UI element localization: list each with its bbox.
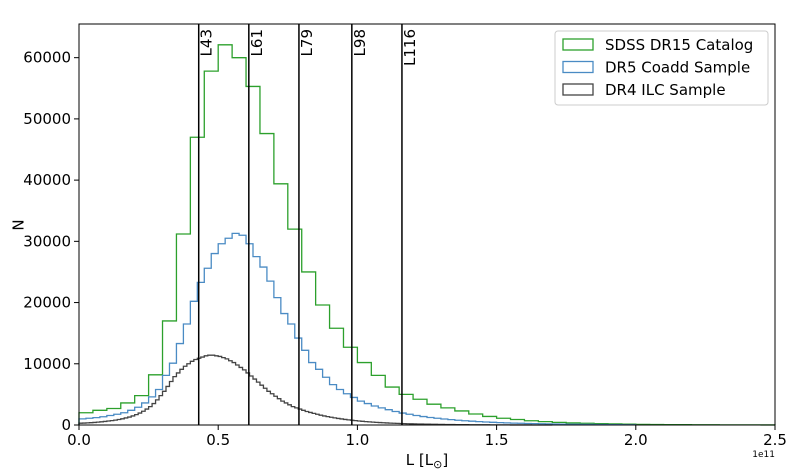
vertical-line-label-l116: L116 [401, 29, 419, 66]
x-tick-label: 2.5 [763, 431, 787, 449]
vertical-line-label-l43: L43 [198, 29, 216, 56]
y-tick-label: 30000 [23, 232, 71, 250]
vertical-line-label-l61: L61 [248, 29, 266, 56]
histogram-series-2 [78, 232, 637, 426]
y-tick-label: 0 [61, 416, 71, 434]
x-axis-title-main: L [L [406, 451, 434, 469]
x-axis-title-close: ] [442, 451, 448, 469]
y-tick-label: 60000 [23, 49, 71, 67]
x-axis-title: L [L⊙] [406, 451, 448, 471]
legend-box [554, 30, 769, 106]
plot-frame [78, 23, 776, 426]
legend-swatch-2 [562, 60, 594, 74]
x-tick-label: 0.0 [67, 431, 91, 449]
x-tick-label: 1.0 [345, 431, 369, 449]
vertical-lines-layer: L43 L61 L79 L98 L116 [198, 24, 419, 425]
x-tick-label: 0.5 [206, 431, 230, 449]
vertical-line-label-l98: L98 [351, 29, 369, 56]
y-tick-label: 40000 [23, 171, 71, 189]
legend-label-2: DR5 Coadd Sample [605, 59, 750, 77]
legend-swatch-1 [562, 38, 594, 51]
x-tick-label: 2.0 [624, 431, 648, 449]
y-axis-title: N [10, 219, 28, 230]
x-axis-title-subscript: ⊙ [433, 458, 442, 471]
y-tick-label: 50000 [23, 110, 71, 128]
y-tick-label: 20000 [23, 294, 71, 312]
legend-label-3: DR4 ILC Sample [605, 81, 726, 99]
legend-swatch-3 [562, 83, 594, 96]
legend: SDSS DR15 Catalog DR5 Coadd Sample DR4 ILC… [554, 30, 769, 106]
legend-label-1: SDSS DR15 Catalog [605, 36, 753, 54]
x-axis-offset-text: 1e11 [752, 450, 775, 460]
x-tick-label: 1.5 [485, 431, 509, 449]
y-tick-label: 10000 [23, 355, 71, 373]
vertical-line-label-l79: L79 [298, 29, 316, 56]
axes-layer: 0.0 0.5 1.0 1.5 2.0 2.5 0 10000 20000 30000 40000 5… [23, 23, 787, 449]
